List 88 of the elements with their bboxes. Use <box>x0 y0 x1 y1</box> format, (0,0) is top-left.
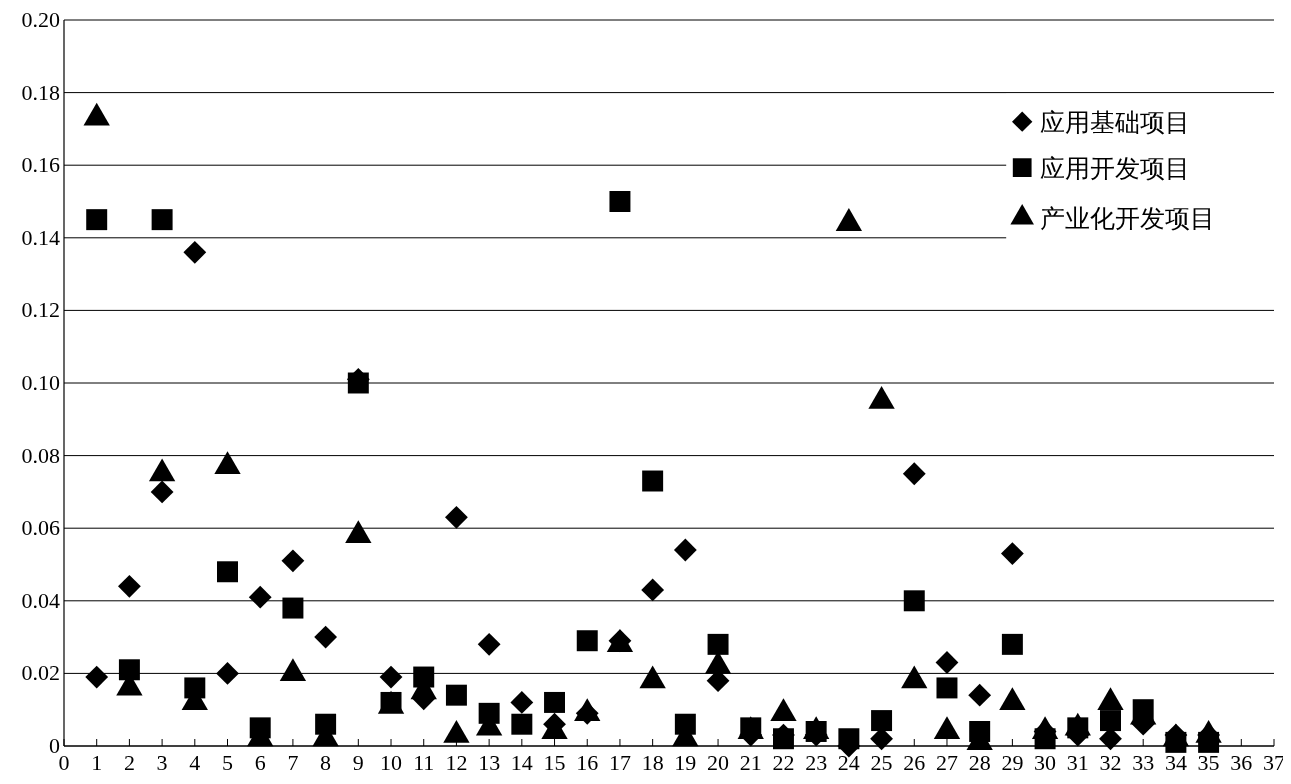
point <box>510 691 534 714</box>
point <box>642 470 664 492</box>
point <box>641 578 665 602</box>
x-tick-label: 11 <box>413 750 435 775</box>
point <box>379 665 403 689</box>
legend-label: 应用基础项目 <box>1040 108 1191 136</box>
x-tick-label: 20 <box>707 750 730 775</box>
x-tick-label: 17 <box>608 750 631 775</box>
y-tick-label: 0 <box>49 733 60 758</box>
point <box>1001 633 1023 655</box>
point <box>902 462 926 486</box>
x-tick-label: 19 <box>674 750 697 775</box>
x-tick-label: 18 <box>641 750 664 775</box>
x-tick-label: 7 <box>287 750 299 775</box>
point <box>248 585 272 609</box>
point <box>314 625 338 649</box>
y-tick-label: 0.06 <box>21 515 60 541</box>
point <box>477 632 501 656</box>
y-tick-label: 0.04 <box>21 587 60 613</box>
point <box>445 505 468 529</box>
x-tick-label: 36 <box>1230 750 1253 775</box>
y-tick-label: 0.10 <box>21 370 60 395</box>
x-tick-label: 21 <box>739 750 762 775</box>
x-tick-label: 35 <box>1197 750 1220 775</box>
point <box>216 662 239 685</box>
point <box>673 538 697 562</box>
x-tick-label: 27 <box>935 750 958 775</box>
x-tick-label: 14 <box>510 750 533 775</box>
x-tick-label: 16 <box>576 750 599 775</box>
point <box>903 590 925 612</box>
x-tick-label: 24 <box>837 750 860 775</box>
x-tick-label: 15 <box>543 750 566 775</box>
point <box>936 677 958 699</box>
x-tick-label: 23 <box>805 750 828 775</box>
legend-label: 应用开发项目 <box>1040 154 1191 182</box>
point <box>281 549 305 573</box>
x-tick-label: 28 <box>968 750 991 775</box>
x-tick-label: 1 <box>91 750 103 775</box>
point <box>576 630 598 652</box>
point <box>150 480 174 504</box>
point <box>282 597 304 619</box>
y-tick-label: 0.20 <box>21 7 60 32</box>
x-tick-label: 13 <box>478 750 501 775</box>
point <box>118 574 141 598</box>
x-tick-label: 32 <box>1099 750 1122 775</box>
y-tick-label: 0.08 <box>21 442 60 468</box>
x-tick-label: 4 <box>189 750 201 775</box>
x-tick-label: 22 <box>772 750 795 775</box>
x-tick-label: 30 <box>1034 750 1057 775</box>
y-tick-label: 0.12 <box>21 297 60 323</box>
point <box>838 728 860 750</box>
y-tick-label: 0.14 <box>21 224 60 250</box>
point <box>1000 542 1024 566</box>
point <box>118 659 140 681</box>
x-tick-label: 9 <box>352 750 364 775</box>
y-tick-label: 0.16 <box>21 152 60 178</box>
point <box>1100 710 1121 732</box>
legend-label: 产业化开发项目 <box>1040 204 1216 232</box>
point <box>151 209 173 231</box>
x-tick-label: 31 <box>1066 750 1089 775</box>
point <box>183 240 207 264</box>
x-tick-label: 26 <box>903 750 926 775</box>
y-tick-label: 0.02 <box>21 660 60 686</box>
y-tick-label: 0.18 <box>21 79 60 105</box>
point <box>609 191 631 212</box>
point <box>707 633 729 655</box>
point <box>544 691 566 713</box>
point <box>86 209 108 231</box>
point <box>85 665 109 689</box>
x-tick-label: 3 <box>156 750 168 775</box>
x-tick-label: 6 <box>254 750 266 775</box>
point <box>217 561 238 583</box>
x-tick-label: 34 <box>1164 750 1187 775</box>
x-tick-label: 12 <box>445 750 468 775</box>
x-tick-label: 2 <box>123 750 135 775</box>
x-tick-label: 33 <box>1132 750 1155 775</box>
point <box>871 710 893 732</box>
point <box>511 713 533 735</box>
point <box>445 684 467 706</box>
x-tick-label: 5 <box>222 750 234 775</box>
x-tick-label: 10 <box>380 750 403 775</box>
point <box>935 651 959 674</box>
point <box>772 728 794 750</box>
point <box>347 372 369 394</box>
point <box>968 683 992 707</box>
x-tick-label: 29 <box>1001 750 1024 775</box>
x-tick-label: 25 <box>870 750 893 775</box>
x-tick-label: 8 <box>320 750 332 775</box>
